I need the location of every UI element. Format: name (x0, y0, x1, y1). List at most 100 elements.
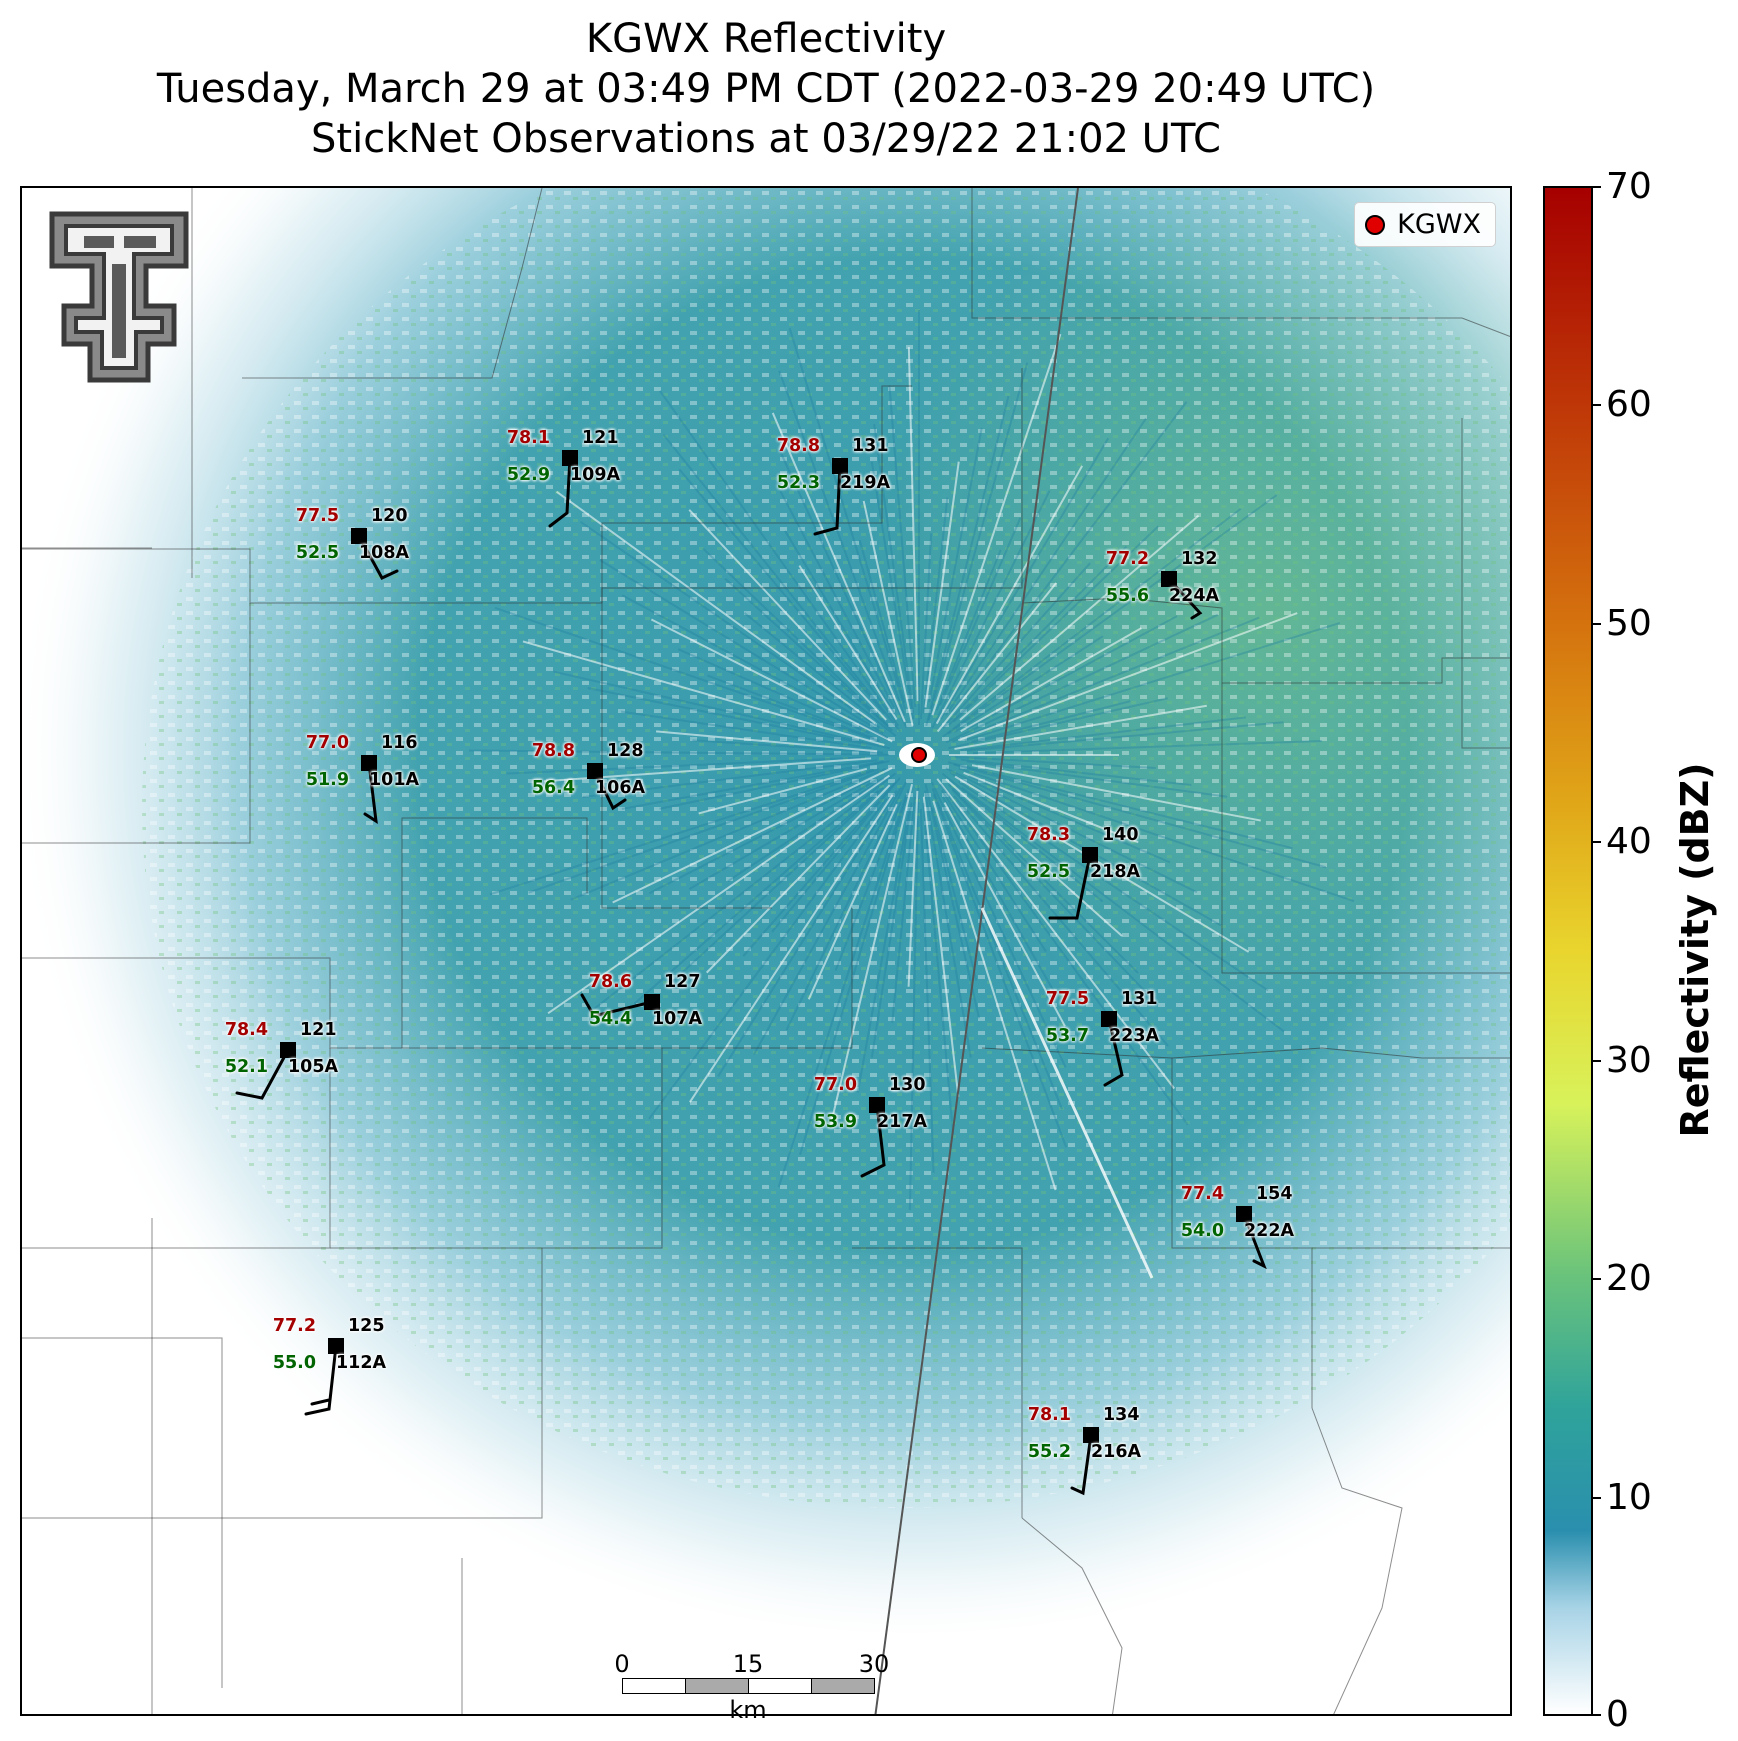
colorbar-tick (1593, 1497, 1601, 1499)
radial-streak (924, 461, 960, 708)
station-dewpoint: 54.0 (1180, 1221, 1224, 1241)
radial-streak (698, 767, 868, 815)
radial-streak (591, 772, 896, 1012)
radial-streak (807, 803, 898, 1000)
station-dewpoint: 56.4 (531, 778, 575, 798)
radial-streak (522, 640, 885, 747)
station-dewpoint: 52.3 (776, 473, 820, 493)
station-pressure: 116 (381, 733, 418, 753)
radial-streak (972, 739, 1322, 755)
radial-streak (727, 777, 885, 882)
station-temperature: 78.6 (588, 972, 632, 992)
radial-streak (931, 807, 978, 982)
radial-streak (932, 793, 1068, 1148)
radial-streak (707, 674, 875, 740)
radar-marker-icon (1365, 214, 1386, 235)
station-pressure: 131 (1121, 989, 1158, 1009)
colorbar-label-20: 20 (1606, 1258, 1652, 1299)
radial-artifacts (469, 310, 1355, 1210)
map-canvas (22, 188, 1510, 1714)
radial-streak (858, 539, 906, 704)
station-marker (280, 1042, 296, 1058)
double-t-icon (49, 211, 189, 383)
colorbar-label-60: 60 (1606, 384, 1652, 425)
radial-streak (648, 797, 888, 1120)
radial-streak (928, 427, 983, 703)
radial-streak (650, 618, 893, 743)
station-temperature: 78.1 (1027, 1405, 1071, 1425)
radial-streak (942, 508, 1242, 738)
title-radar: KGWX Reflectivity (585, 16, 947, 62)
radial-streak (547, 774, 891, 1015)
radial-streak (947, 494, 1278, 735)
radial-streak (943, 802, 1066, 1027)
station-pressure: 154 (1256, 1184, 1293, 1204)
station-pressure: 121 (300, 1020, 337, 1040)
station-id: 218A (1090, 862, 1141, 882)
radial-streak (954, 775, 1250, 953)
radial-streak (717, 790, 898, 1077)
radial-streak (771, 777, 901, 933)
radial-streak (940, 789, 1047, 953)
station-marker (361, 755, 377, 771)
radial-streak (494, 606, 880, 743)
radial-streak (779, 490, 895, 708)
legend-radar-label: KGWX (1397, 209, 1481, 240)
radial-streak (655, 730, 878, 753)
station-id: 222A (1244, 1221, 1295, 1241)
colorbar-tick (1593, 1714, 1601, 1716)
radial-streak (951, 789, 1159, 1006)
radial-streak (856, 807, 911, 1093)
radial-streak (907, 790, 919, 987)
colorbar-title: Reflectivity (dBZ) (1673, 762, 1717, 1138)
radial-streak (961, 786, 1285, 1033)
station-dewpoint: 53.7 (1045, 1026, 1089, 1046)
colorbar-tick (1593, 186, 1601, 188)
station-temperature: 78.4 (224, 1020, 268, 1040)
radial-streak (945, 767, 1198, 894)
station-pressure: 121 (582, 428, 619, 448)
colorbar-tick (1593, 841, 1601, 843)
colorbar-tick (1593, 1060, 1601, 1062)
radial-streak (932, 800, 1057, 1191)
colorbar-label-50: 50 (1606, 603, 1652, 644)
scale-tick-15: 15 (732, 1650, 764, 1678)
radial-streak (922, 802, 955, 1135)
radial-streak (620, 710, 872, 750)
scale-bar: 0 15 30 km (614, 1650, 889, 1724)
radial-streak (489, 768, 874, 896)
radial-streak (778, 449, 908, 729)
kgwx-radar-marker[interactable] (911, 747, 927, 763)
title-observations: StickNet Observations at 03/29/22 21:02 … (311, 116, 1221, 162)
colorbar-tick (1593, 623, 1601, 625)
radial-streak (945, 778, 1123, 937)
radial-streak (954, 755, 1156, 769)
radial-streak (633, 789, 879, 1005)
scale-unit: km (729, 1696, 767, 1724)
radial-streak (966, 760, 1228, 798)
radial-streak (570, 767, 887, 901)
radial-streak (966, 721, 1284, 752)
radial-streak (908, 784, 920, 1210)
radial-boundary-line (874, 188, 1079, 1714)
radial-streak (799, 789, 910, 1155)
radial-streak (870, 461, 915, 720)
radial-streak (677, 648, 870, 735)
station-pressure: 130 (889, 1075, 926, 1095)
station-id: 219A (840, 473, 891, 493)
radial-streak (947, 545, 1128, 726)
radial-streak (753, 786, 903, 1056)
radial-streak (555, 490, 876, 725)
station-id: 101A (369, 770, 420, 790)
radial-streak (621, 594, 888, 739)
radial-streak (743, 612, 897, 737)
station-id: 112A (336, 1353, 387, 1373)
station-marker (1083, 1427, 1099, 1443)
station-id: 217A (877, 1112, 928, 1132)
radial-streak (960, 716, 1246, 752)
radial-streak (599, 559, 884, 734)
colorbar-label-70: 70 (1606, 166, 1652, 207)
radial-streak (964, 621, 1341, 742)
radial-gap-line (980, 907, 1154, 1279)
radial-streak (688, 509, 887, 721)
